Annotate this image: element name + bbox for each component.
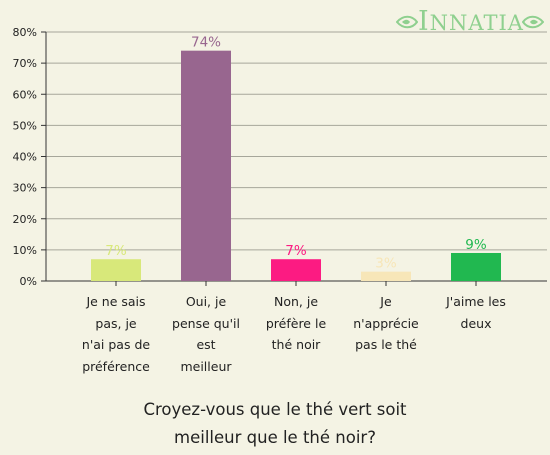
y-tick-label: 0% (20, 275, 37, 288)
bar-data-label: 3% (375, 256, 397, 272)
x-category-label: Non, je préfère le thé noir (265, 294, 327, 352)
question-line-2: meilleur que le thé noir? (174, 428, 376, 447)
y-tick-label: 80% (13, 26, 37, 39)
innatia-logo: INNATIA (396, 4, 546, 40)
y-tick-label: 70% (13, 57, 37, 70)
logo-wordmark: INNATIA (418, 6, 524, 37)
leaf-ornament-right-icon (522, 15, 544, 29)
bar (271, 259, 321, 281)
y-tick-label: 60% (13, 88, 37, 101)
x-category-label: Je ne sais pas, je n'ai pas de préférenc… (81, 294, 151, 374)
question-line-1: Croyez-vous que le thé vert soit (143, 400, 407, 419)
y-tick-label: 30% (13, 182, 37, 195)
bar-data-label: 9% (465, 237, 487, 253)
bar-data-label: 74% (191, 35, 221, 51)
x-category-label: J'aime les deux (446, 294, 506, 331)
leaf-ornament-left-icon (396, 15, 418, 29)
bar (91, 259, 141, 281)
y-tick-label: 10% (13, 244, 37, 257)
bar (451, 252, 501, 281)
x-category-label: Oui, je pense qu'il est meilleur (172, 294, 240, 374)
bar-data-label: 7% (105, 243, 127, 259)
y-tick-label: 40% (13, 151, 37, 164)
chart-question-title: Croyez-vous que le thé vert soit meilleu… (0, 396, 550, 452)
bar (181, 50, 231, 281)
y-tick-label: 20% (13, 213, 37, 226)
bar (361, 271, 411, 281)
bar-data-label: 7% (285, 243, 307, 259)
y-tick-label: 50% (13, 119, 37, 132)
x-category-label: Je n'apprécie pas le thé (353, 294, 419, 352)
